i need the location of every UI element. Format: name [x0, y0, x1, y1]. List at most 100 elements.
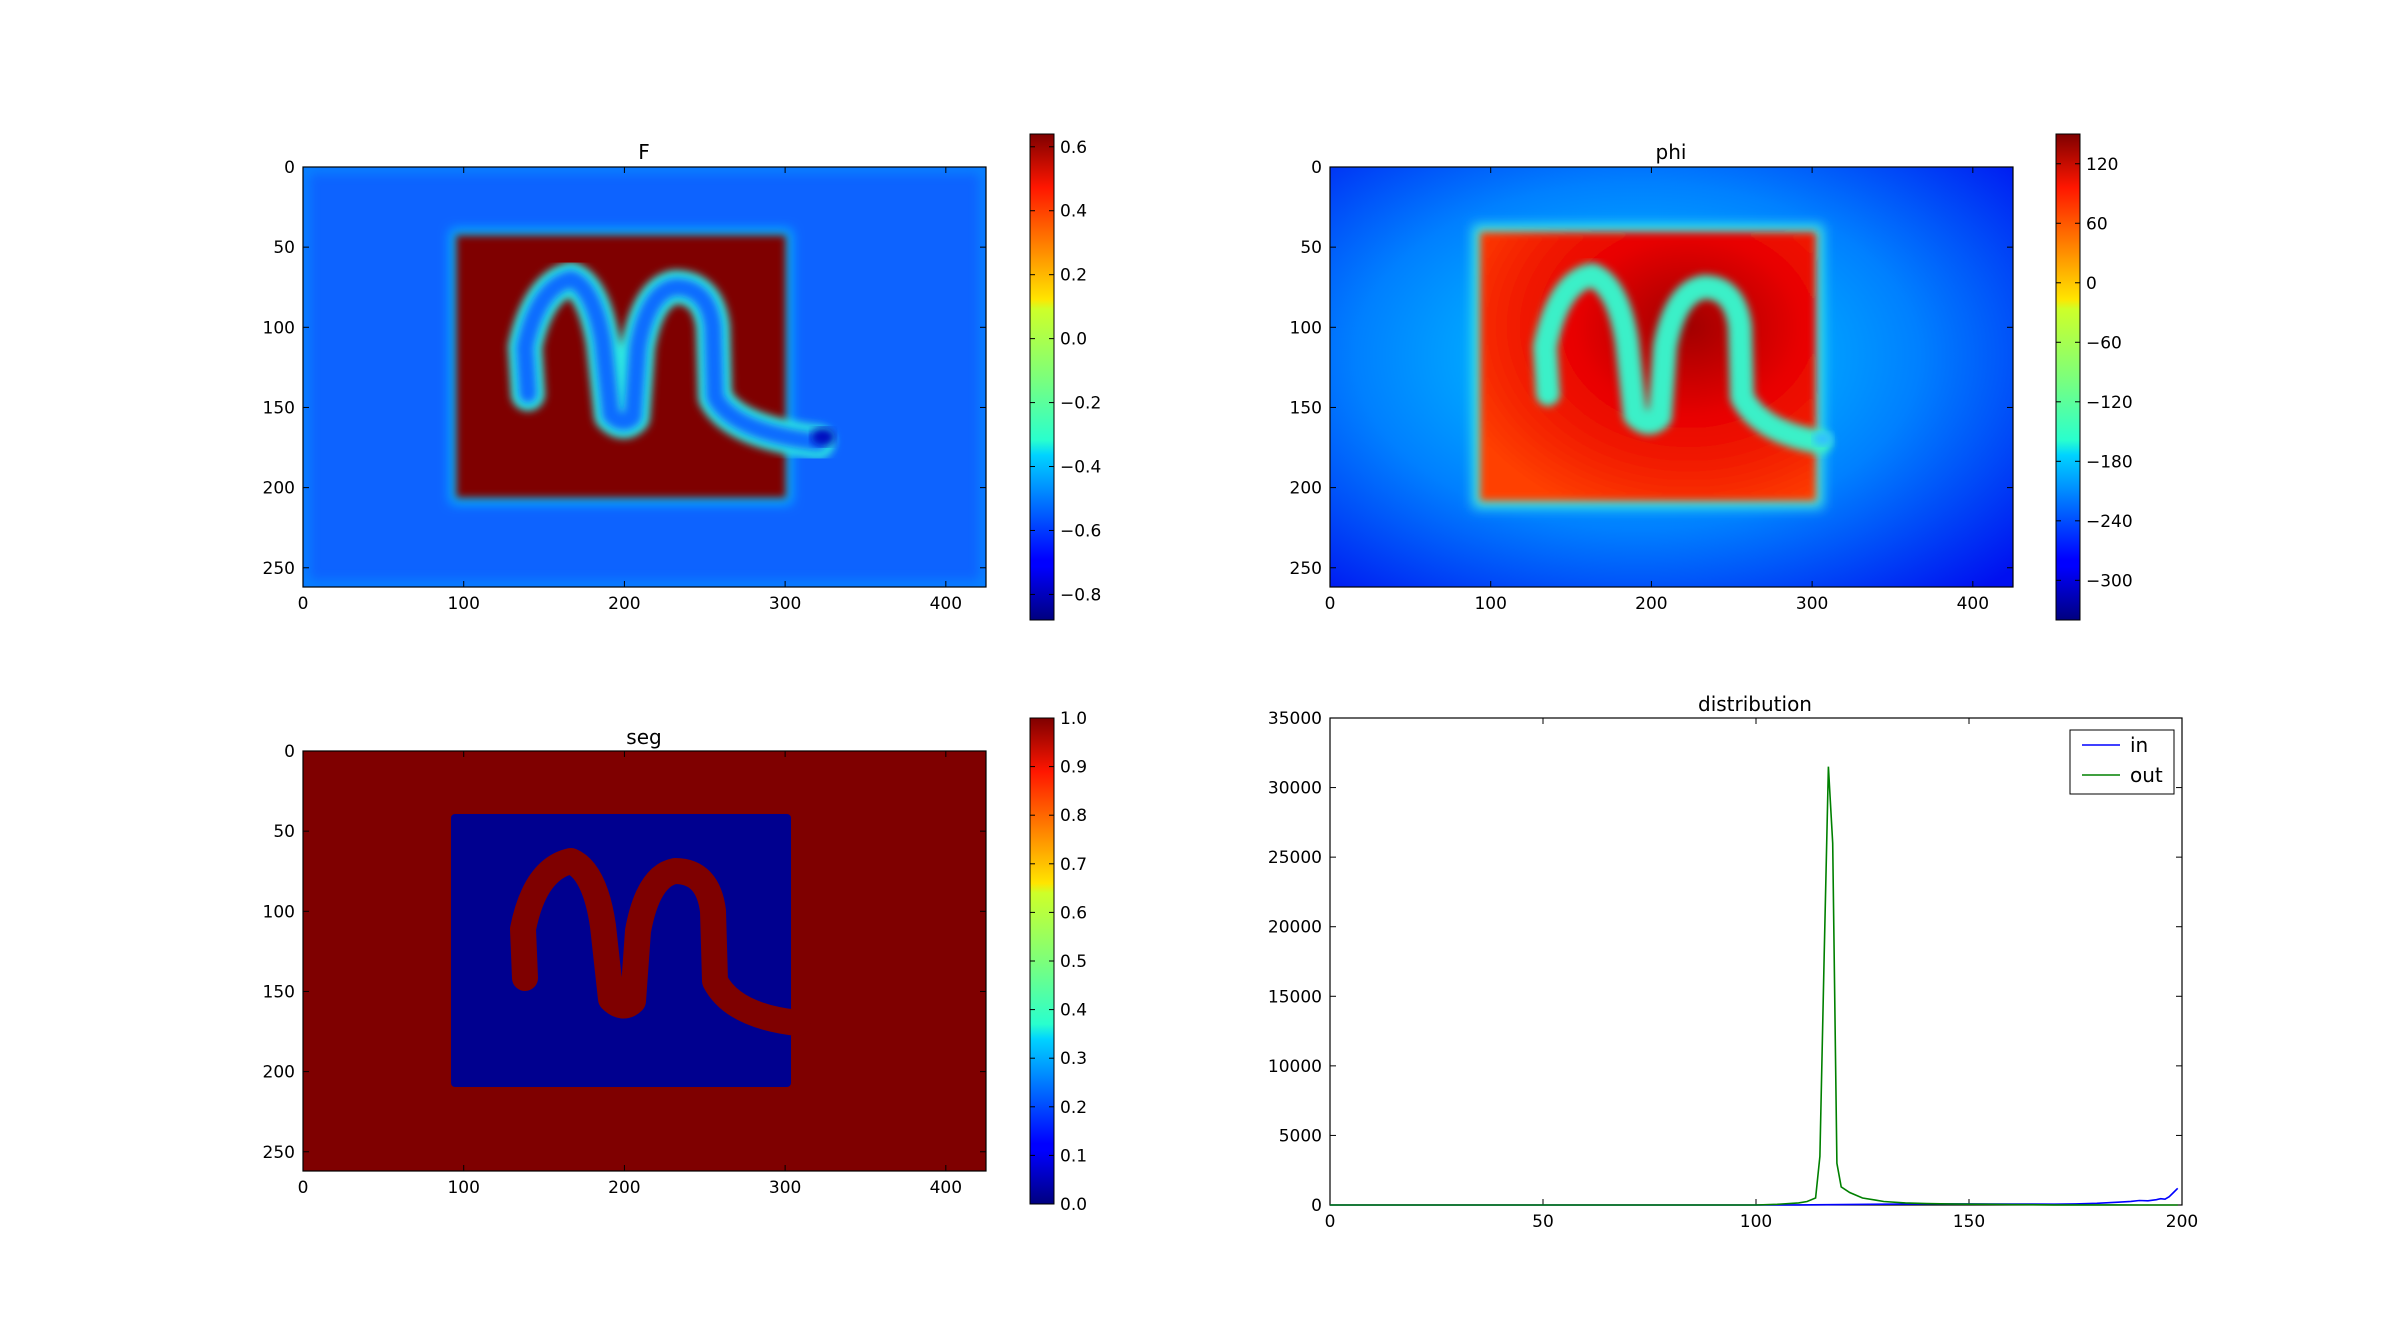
legend-box	[2069, 729, 2175, 795]
F-colorbar: 0.6 0.4 0.2 0.0 −0.2 −0.4 −0.6 −0.8	[1029, 133, 1101, 621]
phi-colorbar-scale	[2055, 133, 2081, 621]
y-tick-label: 5000	[1279, 1126, 1322, 1146]
y-tick-label: 150	[263, 982, 295, 1002]
y-tick-label: 150	[1290, 398, 1322, 418]
colorbar-tick-label: −0.6	[1060, 521, 1101, 541]
y-tick-label: 100	[1290, 318, 1322, 338]
series-line-out	[1330, 766, 2178, 1206]
phi-colorbar: 120 60 0 −60 −120 −180 −240 −300	[2055, 133, 2133, 621]
colorbar-tick-label: 0.6	[1060, 138, 1087, 158]
colorbar-tick-label: 0.4	[1060, 202, 1087, 222]
y-tick-label: 50	[273, 822, 295, 842]
y-tick-label: 10000	[1268, 1057, 1322, 1077]
seg-image	[303, 751, 986, 1171]
F-title: F	[638, 140, 650, 164]
y-tick-label: 200	[1290, 479, 1322, 499]
x-tick-label: 200	[2166, 1212, 2198, 1232]
phi-frame	[1329, 166, 2014, 588]
y-tick-label: 50	[1300, 238, 1322, 258]
phi-image	[1330, 167, 2013, 587]
panel-F: 0 100 200 300 400 0 50 100 150 200 250	[263, 158, 987, 614]
colorbar-tick-label: 0.9	[1060, 758, 1087, 778]
colorbar-tick-label: 0.5	[1060, 952, 1087, 972]
colorbar-tick-label: 0.6	[1060, 903, 1087, 923]
colorbar-tick-label: 0.1	[1060, 1146, 1087, 1166]
y-tick-label: 100	[263, 318, 295, 338]
x-tick-label: 300	[769, 1178, 801, 1198]
x-tick-label: 100	[447, 594, 479, 614]
x-tick-label: 300	[769, 594, 801, 614]
colorbar-tick-label: 60	[2086, 214, 2108, 234]
colorbar-tick-label: −240	[2086, 512, 2133, 532]
legend-label-out: out	[2130, 763, 2163, 787]
F-frame	[302, 166, 987, 588]
colorbar-tick-label: −0.4	[1060, 458, 1101, 478]
legend-label-in: in	[2130, 733, 2148, 757]
seg-title: seg	[626, 725, 661, 749]
y-tick-label: 35000	[1268, 709, 1322, 729]
distribution-title: distribution	[1698, 692, 1812, 716]
phi-square	[1480, 232, 1816, 501]
seg-frame	[302, 750, 987, 1172]
x-tick-label: 200	[608, 594, 640, 614]
F-curve	[516, 270, 827, 451]
colorbar-tick-label: −0.2	[1060, 394, 1101, 414]
distribution-axes: 0 50 100 150 200 0 5000 10000 15000 20000 25000 300…	[1268, 709, 2198, 1232]
colorbar-tick-label: 0.0	[1060, 1195, 1087, 1215]
phi-title: phi	[1656, 140, 1687, 164]
x-tick-label: 150	[1953, 1212, 1985, 1232]
colorbar-tick-label: 0.7	[1060, 855, 1087, 875]
colorbar-tick-label: 0.2	[1060, 1098, 1087, 1118]
y-tick-label: 0	[1311, 158, 1322, 178]
colorbar-tick-label: 1.0	[1060, 709, 1087, 729]
seg-colorbar: 1.0 0.9 0.8 0.7 0.6 0.5 0.4 0.3 0.2 0.1 0.0	[1029, 709, 1087, 1215]
colorbar-tick-label: 0.0	[1060, 330, 1087, 350]
y-tick-label: 15000	[1268, 987, 1322, 1007]
F-colorbar-scale	[1029, 133, 1055, 621]
colorbar-tick-label: 0.4	[1060, 1001, 1087, 1021]
panel-distribution: 0 50 100 150 200 0 5000 10000 15000 20000 25000 300…	[1268, 709, 2198, 1232]
colorbar-tick-label: 120	[2086, 155, 2118, 175]
y-tick-label: 20000	[1268, 918, 1322, 938]
distribution-legend: in out	[2069, 729, 2175, 795]
seg-curve	[510, 848, 811, 1036]
colorbar-tick-label: −300	[2086, 571, 2133, 591]
colorbar-tick-label: 0.3	[1060, 1049, 1087, 1069]
y-tick-label: 0	[284, 742, 295, 762]
F-curve-end-blob	[811, 428, 835, 446]
F-image	[303, 167, 986, 587]
x-tick-label: 100	[1740, 1212, 1772, 1232]
y-tick-label: 0	[1311, 1196, 1322, 1216]
x-tick-label: 200	[608, 1178, 640, 1198]
x-tick-label: 50	[1532, 1212, 1554, 1232]
y-tick-label: 250	[263, 1143, 295, 1163]
x-tick-label: 200	[1635, 594, 1667, 614]
x-tick-label: 300	[1796, 594, 1828, 614]
x-tick-label: 400	[930, 594, 962, 614]
y-tick-label: 250	[263, 559, 295, 579]
x-tick-label: 0	[298, 594, 309, 614]
colorbar-tick-label: −0.8	[1060, 585, 1101, 605]
y-tick-label: 200	[263, 1063, 295, 1083]
x-tick-label: 0	[1325, 1212, 1336, 1232]
x-tick-label: 400	[930, 1178, 962, 1198]
x-tick-label: 100	[447, 1178, 479, 1198]
phi-curve-end-blob	[1813, 432, 1833, 446]
x-tick-label: 0	[298, 1178, 309, 1198]
colorbar-tick-label: 0	[2086, 274, 2097, 294]
distribution-frame	[1329, 717, 2183, 1206]
y-tick-label: 100	[263, 902, 295, 922]
y-tick-label: 200	[263, 479, 295, 499]
y-tick-label: 0	[284, 158, 295, 178]
y-tick-label: 150	[263, 398, 295, 418]
colorbar-tick-label: 0.2	[1060, 266, 1087, 286]
panel-phi: 0 100 200 300 400 0 50 100 150 200 250	[1290, 158, 2014, 614]
distribution-lines	[1330, 766, 2179, 1206]
x-tick-label: 0	[1325, 594, 1336, 614]
x-tick-label: 400	[1957, 594, 1989, 614]
series-line-in	[1330, 1187, 2179, 1206]
panel-seg: 0 100 200 300 400 0 50 100 150 200 250	[263, 742, 987, 1198]
y-tick-label: 30000	[1268, 779, 1322, 799]
y-tick-label: 50	[273, 238, 295, 258]
